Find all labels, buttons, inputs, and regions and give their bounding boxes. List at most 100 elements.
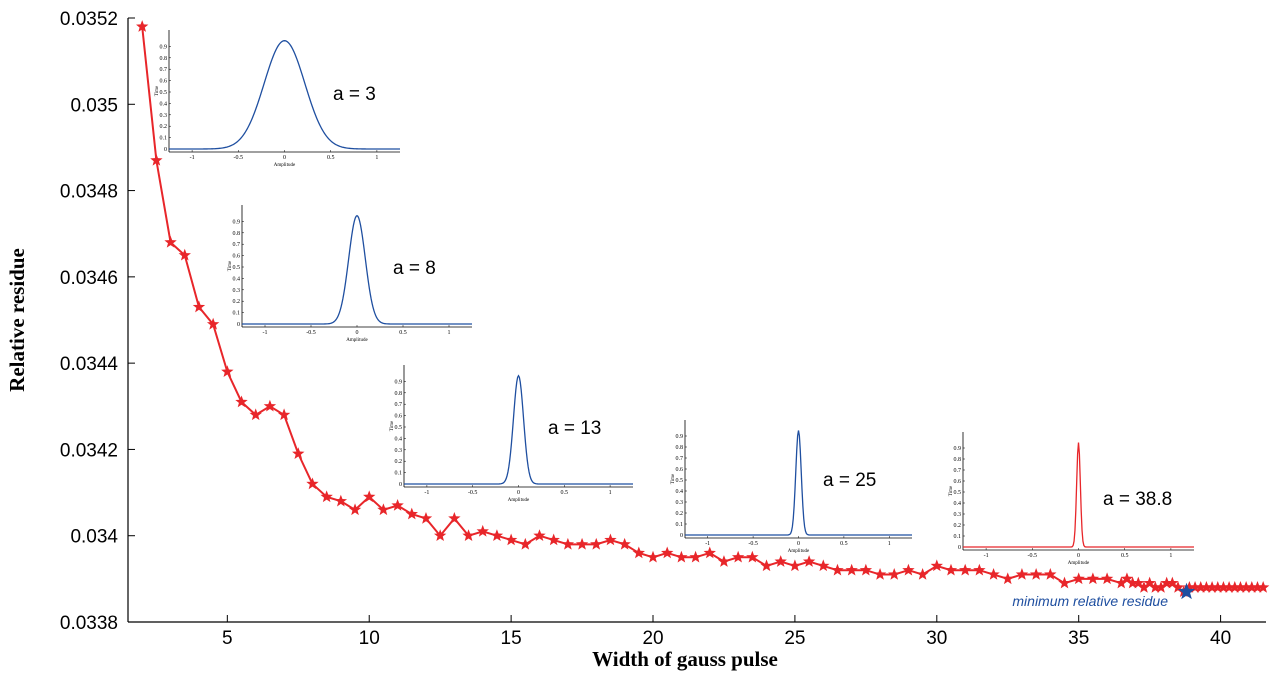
series-point [1044,568,1057,580]
inset-x-tick-label: 0 [797,541,800,547]
series-point [391,499,404,511]
series-point [448,511,461,524]
x-tick-label: 25 [784,628,805,649]
inset-y-label: Time [228,260,233,271]
inset-x-tick-label: 0 [1077,553,1080,559]
series-point [817,559,830,572]
inset-x-label: Amplitude [788,549,810,554]
series-point [618,537,631,550]
x-tick-label: 10 [359,628,380,649]
series-point [717,555,731,567]
inset-y-tick-label: 0.2 [160,124,168,130]
series-point [1245,580,1258,593]
series-point [1256,580,1270,593]
inset-x-label: Amplitude [274,163,296,168]
inset-label: a = 38.8 [1103,489,1172,510]
series-point [263,399,277,412]
series-point [1029,568,1043,580]
inset-x-tick-label: -1 [424,490,429,496]
inset-x-tick-label: 0 [356,330,359,336]
series-point [873,568,887,580]
series-point [1154,580,1168,593]
inset-x-tick-label: -1 [263,330,268,336]
inset-x-tick-label: 1 [448,330,451,336]
inset-y-tick-label: 0.5 [395,425,403,431]
series-point [1166,576,1179,589]
inset-y-label: Time [671,473,676,484]
inset-y-tick-label: 0.1 [233,311,241,317]
inset-x-tick-label: 0 [517,490,520,496]
inset-y-tick-label: 0.9 [395,379,403,385]
series-point [1200,580,1213,593]
series-point [476,524,489,537]
inset-y-tick-label: 0.3 [160,113,168,119]
inset-y-tick-label: 0.8 [676,445,684,451]
inset-x-tick-label: 0.5 [840,541,848,547]
series-point [632,546,645,559]
inset-y-tick-label: 0.4 [676,489,684,495]
inset-x-tick-label: 1 [1169,553,1172,559]
inset-y-tick-label: 0.8 [395,391,403,397]
inset-x-tick-label: 1 [888,541,891,547]
inset-plot: -1 -0.5 0 0.5 1 0 0.1 0.2 0.3 0.4 0.5 0.6 0.7 0.8 0.9 A… [949,432,1194,566]
inset-x-tick-label: -0.5 [306,330,316,336]
series-point [306,477,319,490]
inset-x-tick-label: -0.5 [468,490,478,496]
inset-y-tick-label: 0.9 [160,44,168,50]
series-point [987,568,1000,580]
minimum-annotation: minimum relative residue [1012,593,1168,609]
y-tick-label: 0.0346 [60,268,118,289]
series-point [1072,572,1085,585]
series-point [959,563,972,576]
inset-gauss-curve [169,40,400,150]
series-point [1217,580,1230,593]
series-point [1251,580,1264,593]
inset-plot: -1 -0.5 0 0.5 1 0 0.1 0.2 0.3 0.4 0.5 0.6 0.7 0.8 0.9 A… [228,205,472,343]
inset-y-tick-label: 0.1 [395,471,403,477]
series-point [859,563,873,576]
series-point [504,533,518,546]
y-tick-label: 0.0352 [60,9,118,30]
inset-label: a = 13 [548,418,601,439]
series-point [221,365,234,378]
inset-y-tick-label: 0 [237,322,240,328]
series-point [1120,572,1134,585]
inset-x-tick-label: -0.5 [1028,553,1038,559]
series-point [363,490,376,503]
series-point [888,568,901,580]
series-point [930,559,943,572]
x-tick-label: 35 [1068,628,1089,649]
series-point [1183,580,1196,593]
inset-y-tick-label: 0.3 [954,512,962,518]
inset-y-tick-label: 0.5 [954,490,962,496]
series-point [1211,580,1224,593]
inset-x-tick-label: 0.5 [1121,553,1129,559]
inset-y-tick-label: 0.7 [233,242,241,248]
inset-y-tick-label: 0 [164,147,167,153]
series-point [377,503,390,516]
inset-x-label: Amplitude [508,498,530,503]
series-point [235,395,248,408]
series-point [178,248,191,261]
x-tick-label: 20 [642,628,663,649]
series-point [1222,580,1236,593]
series-point [519,537,532,550]
inset-y-label: Time [390,420,395,431]
series-point [334,494,348,507]
inset-y-tick-label: 0.9 [676,434,684,440]
inset-y-tick-label: 0.7 [954,468,962,474]
series-point [944,563,958,576]
series-point [533,529,546,541]
inset-label: a = 25 [823,470,876,491]
series-point [1015,568,1029,580]
series-point [348,503,362,516]
series-point [1239,580,1253,593]
inset-y-tick-label: 0.8 [954,457,962,463]
inset-y-tick-label: 0 [680,533,683,539]
inset-plot: -1 -0.5 0 0.5 1 0 0.1 0.2 0.3 0.4 0.5 0.6 0.7 0.8 0.9 A… [390,365,633,503]
inset-y-tick-label: 0.3 [395,448,403,454]
inset-gauss-curve [242,214,472,325]
series-point [1086,572,1100,585]
series-point [1115,576,1128,589]
series-point [150,153,163,166]
